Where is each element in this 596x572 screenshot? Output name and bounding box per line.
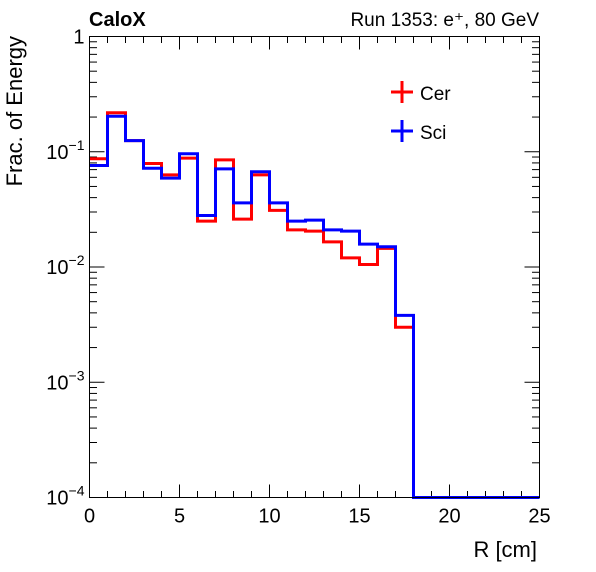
legend-entry-cer: Cer: [391, 81, 451, 105]
x-axis-label: R [cm]: [473, 537, 537, 562]
chart-title: CaloX: [89, 9, 146, 31]
series-layer: [89, 111, 540, 499]
x-tick-label: 0: [84, 506, 95, 528]
x-tick-labels: 0 5 10 15 20 25: [84, 506, 551, 528]
y-tick-label: 10−3: [46, 367, 84, 394]
legend-entry-sci: Sci: [391, 120, 446, 144]
axis-ticks: [89, 36, 540, 498]
x-tick-label: 5: [174, 506, 185, 528]
y-tick-label: 10−2: [46, 252, 84, 279]
y-tick-label: 10−1: [46, 137, 84, 164]
y-tick-labels: 1 10−1 10−2 10−3 10−4: [46, 27, 84, 510]
chart-subtitle: Run 1353: e⁺, 80 GeV: [350, 10, 539, 31]
x-tick-label: 15: [348, 506, 370, 528]
legend-label-sci: Sci: [420, 123, 446, 144]
x-tick-label: 20: [438, 506, 460, 528]
plot-frame: [89, 36, 540, 498]
series-line-sci: [89, 114, 540, 499]
x-tick-label: 25: [528, 506, 550, 528]
legend: Cer Sci: [391, 81, 451, 144]
legend-label-cer: Cer: [420, 84, 451, 105]
y-tick-label: 1: [73, 27, 84, 49]
x-tick-label: 10: [258, 506, 280, 528]
y-tick-label: 10−4: [46, 483, 84, 510]
y-axis-label: Frac. of Energy: [2, 36, 27, 186]
